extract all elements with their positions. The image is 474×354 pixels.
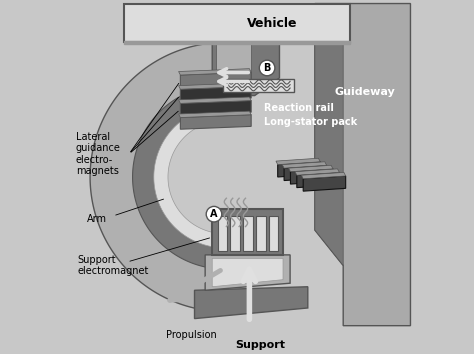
Polygon shape bbox=[315, 4, 410, 326]
Bar bbox=[124, 41, 350, 44]
Bar bbox=[243, 216, 253, 251]
Polygon shape bbox=[291, 169, 333, 184]
Bar bbox=[212, 209, 283, 255]
Polygon shape bbox=[297, 172, 339, 188]
Polygon shape bbox=[124, 4, 350, 42]
Polygon shape bbox=[194, 287, 308, 319]
Polygon shape bbox=[303, 176, 346, 191]
Polygon shape bbox=[181, 101, 251, 115]
Text: B: B bbox=[264, 63, 271, 73]
Bar bbox=[230, 216, 240, 251]
Circle shape bbox=[206, 206, 222, 222]
Text: Guideway: Guideway bbox=[334, 87, 395, 97]
Text: Propulsion: Propulsion bbox=[165, 330, 216, 339]
Polygon shape bbox=[181, 86, 251, 101]
Polygon shape bbox=[284, 165, 327, 181]
Polygon shape bbox=[283, 162, 327, 168]
Polygon shape bbox=[133, 85, 233, 269]
Text: Support
electromagnet: Support electromagnet bbox=[78, 255, 149, 276]
Polygon shape bbox=[154, 106, 225, 247]
Polygon shape bbox=[205, 255, 290, 290]
Text: Long-stator pack: Long-stator pack bbox=[264, 117, 357, 127]
Polygon shape bbox=[181, 72, 251, 87]
Text: A: A bbox=[210, 209, 218, 219]
Text: Reaction rail: Reaction rail bbox=[264, 103, 333, 113]
Polygon shape bbox=[295, 169, 339, 175]
Polygon shape bbox=[179, 111, 251, 118]
Text: Vehicle: Vehicle bbox=[247, 17, 298, 29]
Polygon shape bbox=[212, 258, 283, 287]
Bar bbox=[268, 216, 278, 251]
Bar bbox=[223, 79, 293, 92]
Text: Lateral
guidance
electro-
magnets: Lateral guidance electro- magnets bbox=[76, 132, 121, 176]
Polygon shape bbox=[315, 4, 343, 266]
Polygon shape bbox=[276, 158, 320, 165]
Polygon shape bbox=[301, 172, 346, 179]
Bar bbox=[218, 216, 228, 251]
Polygon shape bbox=[278, 162, 320, 177]
Polygon shape bbox=[181, 115, 251, 129]
Polygon shape bbox=[179, 83, 251, 89]
Polygon shape bbox=[289, 165, 333, 172]
Text: Arm: Arm bbox=[87, 215, 107, 224]
Polygon shape bbox=[179, 69, 251, 75]
Polygon shape bbox=[179, 97, 251, 103]
Circle shape bbox=[259, 60, 275, 76]
Polygon shape bbox=[216, 42, 251, 88]
Bar bbox=[256, 216, 265, 251]
Polygon shape bbox=[212, 42, 280, 96]
Text: Support: Support bbox=[235, 340, 285, 350]
Polygon shape bbox=[90, 42, 248, 312]
